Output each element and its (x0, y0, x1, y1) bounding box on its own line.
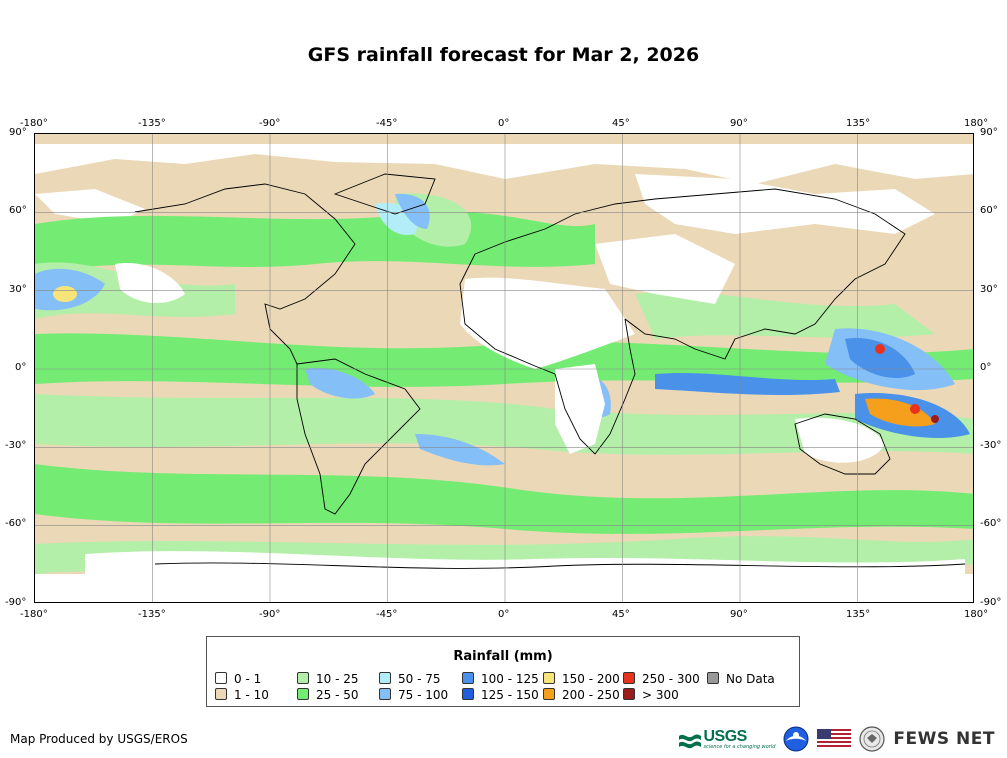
legend-item: 125 - 150 (462, 688, 539, 702)
dry-areas-north (35, 144, 973, 234)
legend-swatch (297, 688, 309, 700)
left-lat-label: 0° (15, 362, 27, 373)
left-lat-label: 60° (9, 205, 27, 216)
fews-net-logo[interactable]: FEWS NET (893, 729, 995, 749)
legend-item: 250 - 300 (623, 672, 700, 686)
legend-swatch (623, 688, 635, 700)
top-lon-label: -90° (259, 118, 281, 129)
bottom-lon-label: 45° (612, 609, 630, 620)
bottom-lon-label: 0° (498, 609, 510, 620)
legend-item: 10 - 25 (297, 672, 359, 686)
right-lat-label: 60° (980, 205, 998, 216)
top-lon-label: -45° (376, 118, 398, 129)
usgs-tagline: science for a changing world (703, 743, 776, 750)
legend-item: 50 - 75 (379, 672, 441, 686)
legend-item: 25 - 50 (297, 688, 359, 702)
noaa-icon[interactable] (783, 726, 809, 752)
rainfall-map[interactable] (34, 133, 974, 603)
legend-item: 1 - 10 (215, 688, 269, 702)
left-lat-label: 30° (9, 284, 27, 295)
left-lat-label: -90° (5, 597, 27, 608)
legend-swatch (543, 672, 555, 684)
usgs-wave-icon (679, 734, 702, 748)
bottom-lon-label: 90° (730, 609, 748, 620)
right-lat-label: -90° (980, 597, 1002, 608)
bottom-lon-label: -45° (376, 609, 398, 620)
coastlines (134, 173, 966, 569)
top-lon-label: -135° (138, 118, 166, 129)
legend-swatch (215, 688, 227, 700)
left-lat-label: 90° (9, 127, 27, 138)
legend-swatch (623, 672, 635, 684)
bottom-lon-label: -90° (259, 609, 281, 620)
us-flag-icon (817, 729, 852, 749)
bottom-lon-label: 135° (846, 609, 871, 620)
legend-item: 75 - 100 (379, 688, 448, 702)
map-title: GFS rainfall forecast for Mar 2, 2026 (307, 44, 700, 66)
top-lon-label: 180° (964, 118, 989, 129)
legend-item: No Data (707, 672, 775, 686)
rainfall-map-canvas (35, 134, 973, 602)
right-lat-label: 90° (980, 127, 998, 138)
legend-swatch (379, 688, 391, 700)
right-lat-label: 0° (980, 362, 992, 373)
right-lat-label: 30° (980, 284, 998, 295)
legend-item: 150 - 200 (543, 672, 620, 686)
legend-swatch (707, 672, 719, 684)
top-lon-label: 0° (498, 118, 510, 129)
top-lon-label: 135° (846, 118, 871, 129)
dry-areas-land (35, 234, 973, 602)
right-lat-label: -30° (980, 440, 1002, 451)
right-lat-label: -60° (980, 518, 1002, 529)
legend-item: > 300 (623, 688, 679, 702)
top-lon-label: 90° (730, 118, 748, 129)
bottom-lon-label: -135° (138, 609, 166, 620)
legend-swatch (297, 672, 309, 684)
usgs-logo[interactable]: USGS science for a changing world (679, 727, 776, 750)
legend-swatch (462, 672, 474, 684)
legend-item: 0 - 1 (215, 672, 261, 686)
left-lat-label: -60° (5, 518, 27, 529)
rainfall-legend: Rainfall (mm) 0 - 1 1 - 10 10 - 25 25 - … (206, 636, 800, 707)
legend-item: 200 - 250 (543, 688, 620, 702)
legend-title: Rainfall (mm) (453, 649, 553, 664)
legend-item: 100 - 125 (462, 672, 539, 686)
top-lon-label: -180° (20, 118, 48, 129)
state-department-seal-icon (859, 726, 886, 752)
bottom-lon-label: 180° (964, 609, 989, 620)
map-credit: Map Produced by USGS/EROS (10, 732, 188, 746)
legend-swatch (379, 672, 391, 684)
legend-swatch (462, 688, 474, 700)
bottom-lon-label: -180° (20, 609, 48, 620)
top-lon-label: 45° (612, 118, 630, 129)
left-lat-label: -30° (5, 440, 27, 451)
legend-swatch (215, 672, 227, 684)
legend-swatch (543, 688, 555, 700)
partner-logos: USGS science for a changing world FEWS N… (679, 724, 995, 754)
graticule (35, 134, 973, 602)
usgs-wordmark: USGS (703, 727, 747, 745)
